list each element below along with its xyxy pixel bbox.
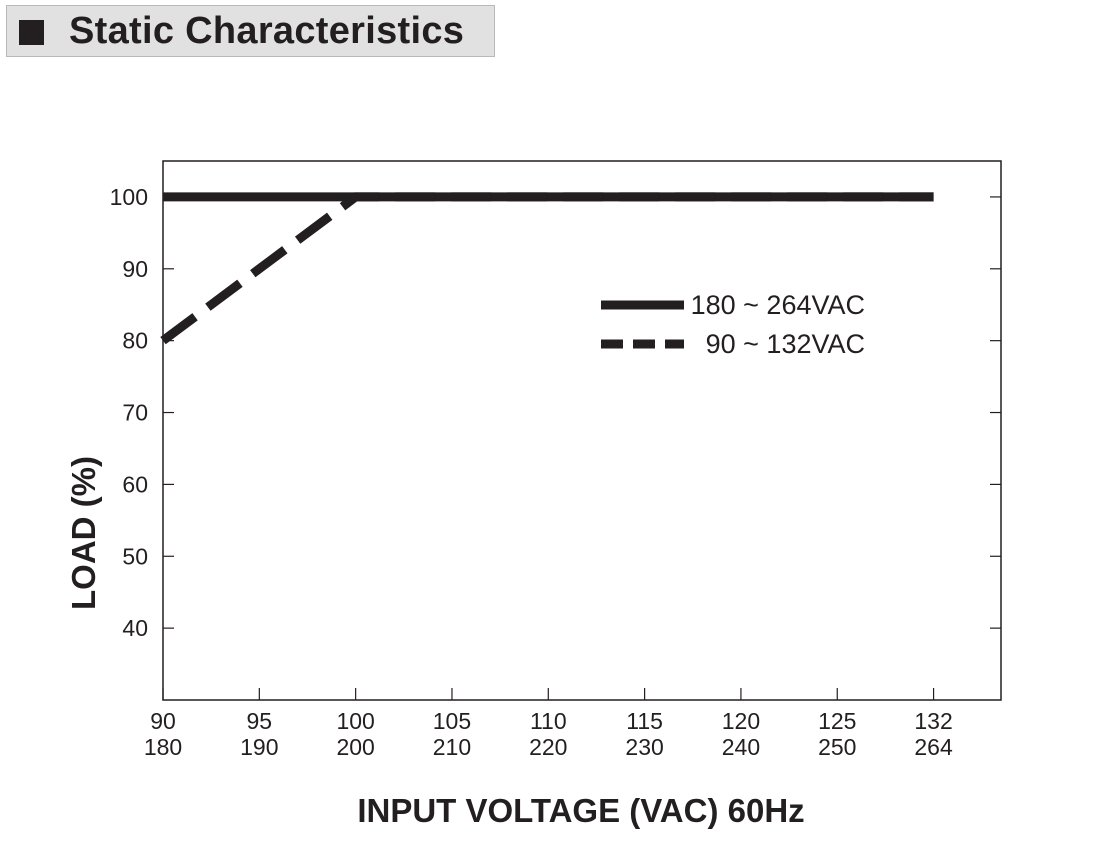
x-tick-label-top: 100 — [336, 708, 374, 734]
x-tick-label-bottom: 230 — [625, 734, 663, 760]
x-tick-label-bottom: 200 — [336, 734, 374, 760]
section-title: Static Characteristics — [69, 10, 465, 52]
y-tick-label: 50 — [122, 543, 148, 569]
section-title-bar: Static Characteristics — [6, 5, 495, 57]
plot-frame — [162, 160, 1002, 701]
x-tick-label-bottom: 180 — [144, 734, 182, 760]
x-tick-label-top: 120 — [722, 708, 760, 734]
x-axis-label: INPUT VOLTAGE (VAC) 60Hz — [357, 792, 804, 829]
y-tick-label: 90 — [122, 256, 148, 282]
y-tick-label: 60 — [122, 471, 148, 497]
x-tick-label-top: 125 — [818, 708, 856, 734]
x-tick-label-bottom: 250 — [818, 734, 856, 760]
x-tick-label-bottom: 240 — [722, 734, 760, 760]
legend-label-1: 180 ~ 264VAC — [691, 290, 865, 320]
x-tick-label-top: 132 — [914, 708, 952, 734]
x-tick-label-top: 105 — [433, 708, 471, 734]
y-tick-label: 40 — [122, 615, 148, 641]
series-line-2 — [160, 192, 934, 345]
y-tick-label: 70 — [122, 400, 148, 426]
y-tick-label: 100 — [110, 184, 148, 210]
x-tick-label-top: 95 — [247, 708, 273, 734]
x-tick-label-top: 115 — [626, 708, 663, 734]
square-bullet-icon — [19, 20, 44, 45]
legend-label-2: 90 ~ 132VAC — [706, 329, 865, 359]
x-tick-label-bottom: 264 — [914, 734, 953, 760]
y-axis-label: LOAD (%) — [65, 456, 102, 610]
x-tick-label-bottom: 220 — [529, 734, 567, 760]
x-tick-label-top: 110 — [530, 708, 567, 734]
x-tick-label-bottom: 210 — [433, 734, 471, 760]
y-tick-label: 80 — [122, 328, 148, 354]
x-tick-label-top: 90 — [150, 708, 176, 734]
x-tick-label-bottom: 190 — [240, 734, 278, 760]
